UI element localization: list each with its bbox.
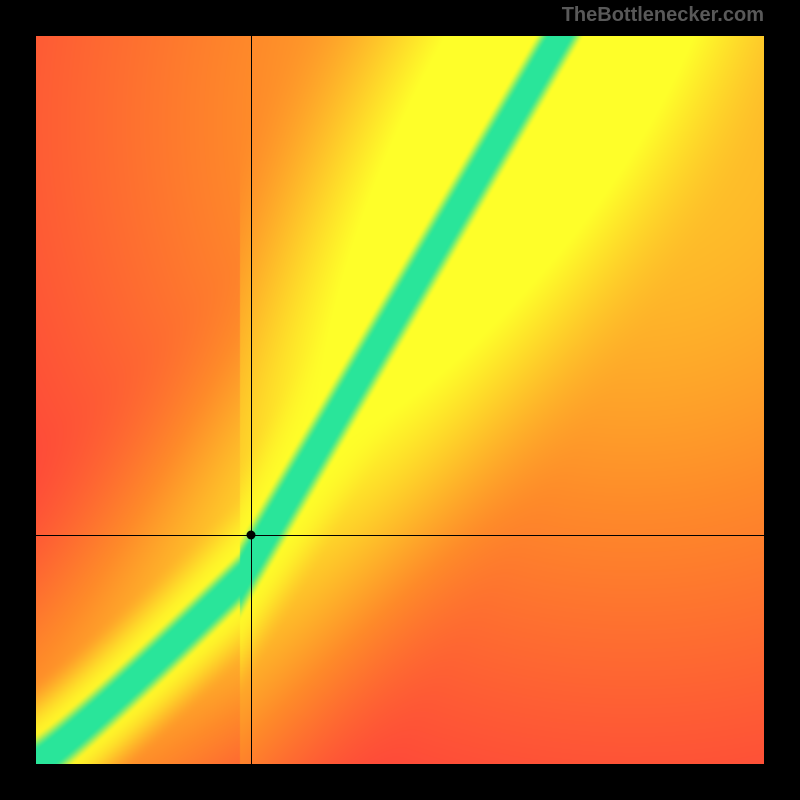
heatmap-canvas (36, 36, 764, 764)
crosshair-vertical (251, 36, 252, 764)
bottleneck-heatmap (36, 36, 764, 764)
watermark-text: TheBottlenecker.com (562, 4, 764, 27)
crosshair-marker-dot (246, 530, 255, 539)
crosshair-horizontal (36, 535, 764, 536)
